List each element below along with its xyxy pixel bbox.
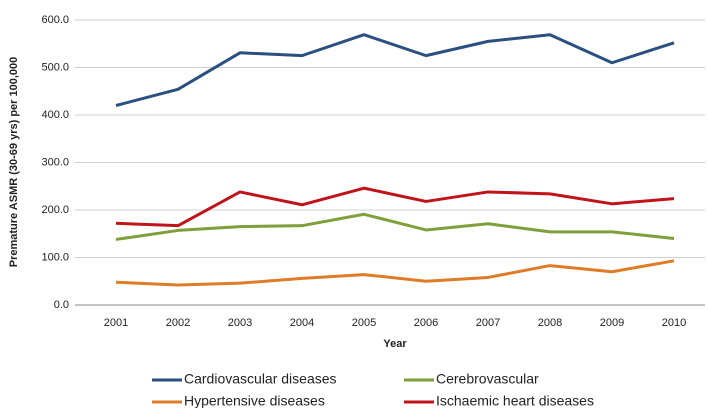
x-tick-label: 2002 <box>166 317 190 329</box>
series-line <box>115 212 675 241</box>
legend-text: Cerebrovascular <box>436 371 539 387</box>
x-tick-label: 2006 <box>414 317 438 329</box>
y-tick-label: 100.0 <box>41 251 69 263</box>
legend-text: Hypertensive diseases <box>184 393 325 408</box>
x-tick-label: 2005 <box>352 317 376 329</box>
x-tick-label: 2008 <box>538 317 562 329</box>
y-tick-label: 200.0 <box>41 204 69 216</box>
series-line <box>115 186 675 228</box>
y-tick-label: 400.0 <box>41 109 69 121</box>
x-axis-label: Year <box>383 338 407 350</box>
x-tick-label: 2004 <box>290 317 314 329</box>
y-tick-label: 300.0 <box>41 156 69 168</box>
y-axis-label: Premature ASMR (30-69 yrs) per 100,000 <box>8 57 20 268</box>
y-tick-label: 600.0 <box>41 14 69 26</box>
series-line <box>115 33 675 107</box>
x-tick-label: 2010 <box>662 317 686 329</box>
y-tick-label: 0.0 <box>54 299 69 311</box>
x-tick-label: 2003 <box>228 317 252 329</box>
legend-text: Cardiovascular diseases <box>184 371 337 387</box>
y-tick-label: 500.0 <box>41 61 69 73</box>
x-tick-label: 2001 <box>104 317 128 329</box>
x-tick-label: 2007 <box>476 317 500 329</box>
x-tick-label: 2009 <box>600 317 624 329</box>
series-line <box>115 259 675 287</box>
legend-text: Ischaemic heart diseases <box>436 393 594 408</box>
